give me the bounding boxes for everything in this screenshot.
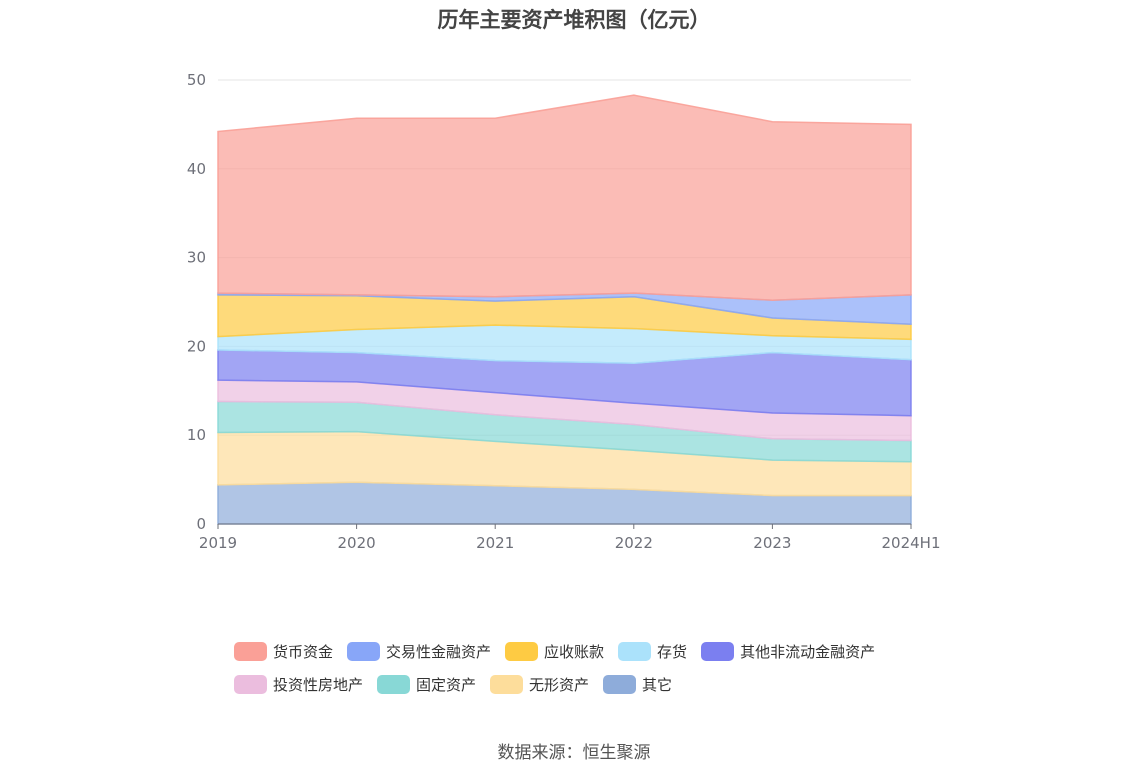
legend-label: 其他非流动金融资产 [740, 642, 876, 661]
legend-swatch [234, 674, 267, 694]
y-tick-label: 0 [196, 515, 206, 533]
legend-row: 投资性房地产 固定资产 无形资产 其它 [234, 673, 934, 695]
legend-swatch [377, 674, 411, 694]
legend-row: 货币资金 交易性金融资产 应收账款 存货 其他非流动金融资产 [234, 640, 934, 662]
x-tick-label: 2020 [338, 534, 376, 552]
legend-label: 货币资金 [273, 642, 334, 661]
legend-swatch [701, 641, 735, 661]
y-tick-label: 40 [187, 160, 206, 178]
legend-label: 投资性房地产 [273, 675, 364, 694]
legend-label: 交易性金融资产 [386, 642, 492, 661]
area-series-货币资金 [217, 94, 912, 301]
x-tick-label: 2021 [476, 534, 514, 552]
y-tick-label: 30 [187, 249, 206, 267]
legend: 货币资金 交易性金融资产 应收账款 存货 其他非流动金融资产投资性房地产 固定资产 无形资产… [234, 640, 934, 706]
axes: 0 10 20 30 40 50 2019 2020 2021 2022 2023 2024H1 [187, 71, 941, 552]
area-series [217, 94, 912, 525]
legend-label: 无形资产 [529, 675, 590, 694]
data-source: 数据来源：恒生聚源 [497, 743, 651, 763]
legend-item[interactable]: 无形资产 [490, 674, 589, 695]
chart-title: 历年主要资产堆积图（亿元） [437, 8, 711, 32]
legend-label: 应收账款 [544, 642, 605, 661]
legend-swatch [347, 641, 381, 661]
legend-item[interactable]: 其他非流动金融资产 [701, 641, 875, 662]
y-tick-label: 20 [187, 337, 206, 355]
legend-item[interactable]: 固定资产 [377, 674, 476, 695]
legend-item[interactable]: 其它 [603, 674, 672, 695]
legend-swatch [603, 674, 637, 694]
legend-label: 存货 [657, 642, 688, 661]
legend-item[interactable]: 投资性房地产 [234, 674, 363, 695]
legend-label: 其它 [642, 675, 673, 694]
y-tick-label: 50 [187, 71, 206, 89]
x-tick-label: 2023 [753, 534, 791, 552]
legend-swatch [234, 641, 267, 661]
legend-item[interactable]: 货币资金 [234, 641, 333, 662]
legend-label: 固定资产 [416, 675, 477, 694]
x-tick-label: 2024H1 [882, 534, 941, 552]
legend-swatch [618, 641, 652, 661]
x-tick-label: 2022 [615, 534, 653, 552]
legend-swatch [505, 641, 539, 661]
legend-item[interactable]: 存货 [618, 641, 687, 662]
legend-item[interactable]: 交易性金融资产 [347, 641, 491, 662]
x-tick-label: 2019 [199, 534, 237, 552]
stacked-area-chart: 0 10 20 30 40 50 2019 2020 2021 2022 2023 2024H1 [187, 71, 941, 552]
legend-item[interactable]: 应收账款 [505, 641, 604, 662]
y-tick-label: 10 [187, 426, 206, 444]
legend-swatch [490, 674, 524, 694]
